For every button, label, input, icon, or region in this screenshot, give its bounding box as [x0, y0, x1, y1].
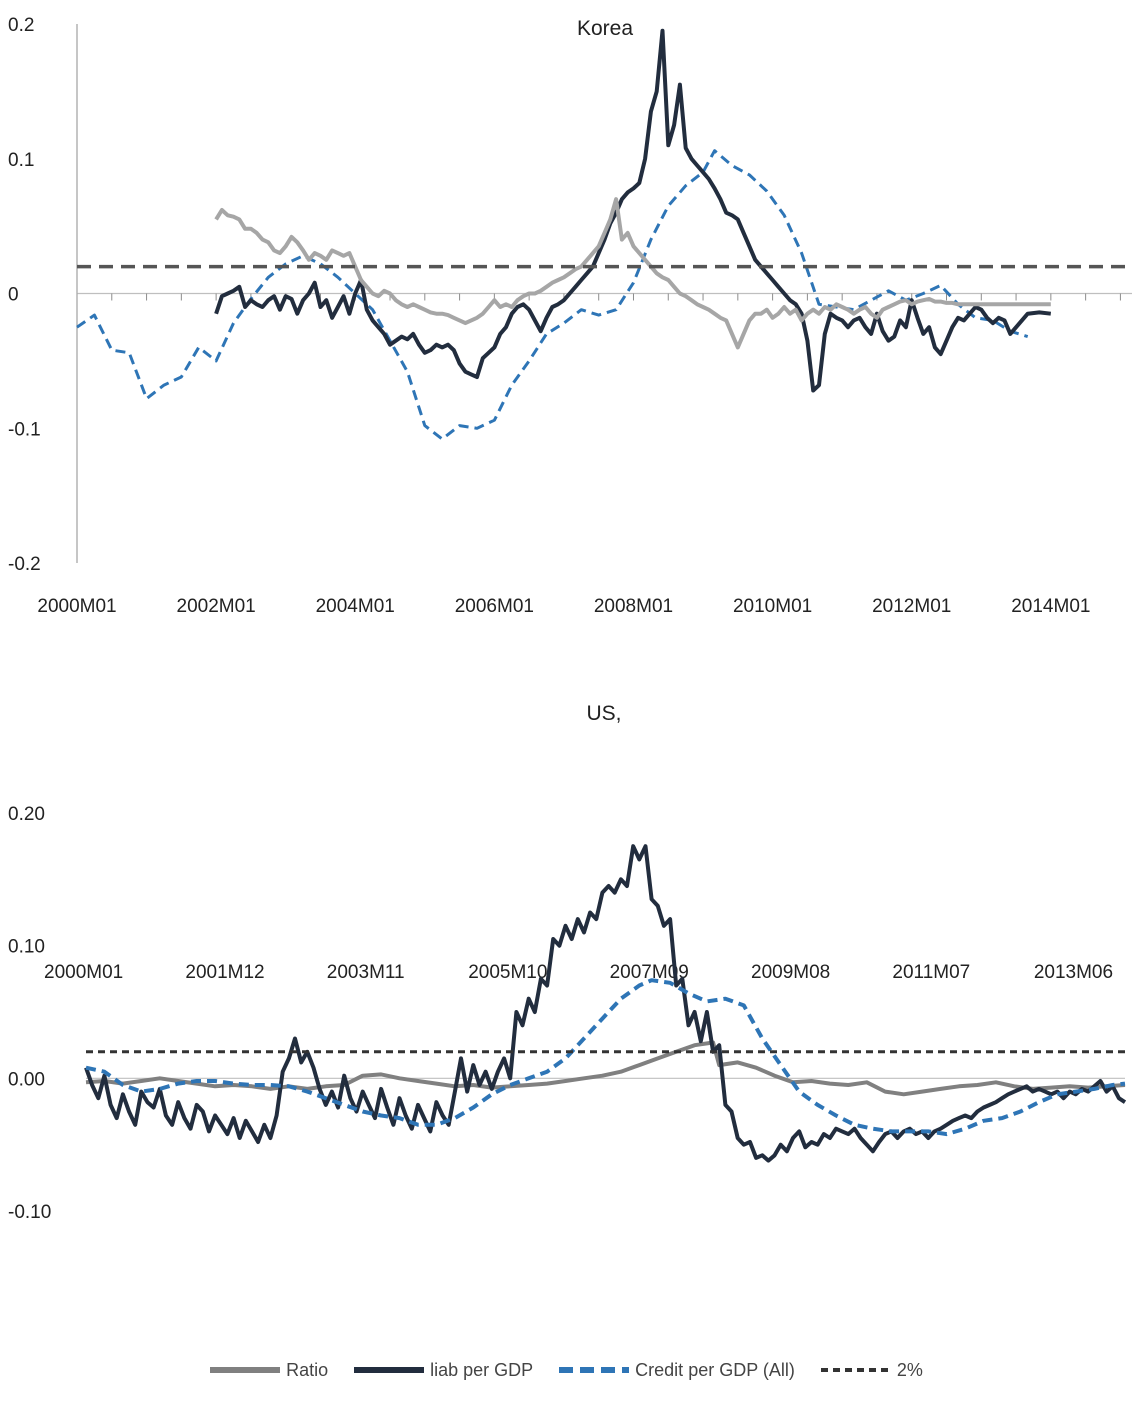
legend-item-credit-per-gdp: Credit per GDP (All): [559, 1360, 795, 1381]
x-tick-label: 2000M01: [37, 596, 116, 617]
us-chart: US, 0.20 0.10 0.00 -0.10 2000M01 2001M12 2003M1…: [8, 702, 1127, 1223]
x-tick-label: 2014M01: [1011, 596, 1090, 617]
y-tick-label: 0: [8, 285, 19, 306]
x-tick-label: 2000M01: [44, 962, 123, 983]
series-line-ratio: [214, 197, 1051, 350]
legend-label-credit-per-gdp: Credit per GDP (All): [635, 1359, 795, 1380]
series-line-liab-per-gdp: [214, 28, 1052, 393]
y-tick-label: -0.10: [8, 1202, 51, 1223]
y-tick-label: 0.1: [8, 150, 34, 171]
y-tick-label: -0.2: [8, 554, 41, 575]
legend-item-ratio: Ratio: [210, 1360, 328, 1381]
y-tick-label: 0.20: [8, 804, 45, 825]
x-tick-label: 2006M01: [455, 596, 534, 617]
x-tick-label: 2011M07: [892, 962, 970, 983]
x-tick-label: 2009M08: [751, 962, 830, 983]
x-tick-label: 2007M09: [610, 962, 689, 983]
legend-item-2pct: 2%: [820, 1359, 923, 1381]
x-tick-label: 2012M01: [872, 596, 951, 617]
chart-title: Korea: [577, 17, 633, 40]
legend-item-liab-per-gdp: liab per GDP: [354, 1360, 533, 1381]
series-line-ratio: [85, 1040, 1126, 1097]
series-line-liab-per-gdp: [84, 844, 1127, 1163]
x-tick-label: 2003M11: [327, 962, 405, 983]
y-tick-label: 0.2: [8, 15, 34, 36]
x-tick-label: 2010M01: [733, 596, 812, 617]
legend: Ratio liab per GDP Credit per GDP (All) …: [0, 1350, 1133, 1390]
x-tick-label: 2008M01: [594, 596, 673, 617]
legend-label-ratio: Ratio: [286, 1359, 329, 1380]
korea-chart: Korea 0.2 0.1 0 -0.1 -0.2 2000M01 2002M01 2004M0…: [8, 15, 1132, 617]
x-tick-label: 2013M06: [1034, 962, 1113, 983]
y-tick-label: 0.10: [8, 937, 45, 958]
series-line-credit-per-gdp-all: [76, 149, 1029, 441]
legend-swatch-liab-per-gdp: [354, 1367, 425, 1373]
legend-label-liab-per-gdp: liab per GDP: [430, 1359, 534, 1380]
x-tick-label: 2005M10: [468, 962, 547, 983]
legend-swatch-credit-per-gdp: [559, 1367, 630, 1373]
legend-swatch-2pct: [820, 1368, 891, 1372]
y-tick-label: -0.1: [8, 419, 41, 440]
series-line-credit-per-gdp-all: [85, 978, 1126, 1137]
chart-title: US,: [586, 702, 621, 725]
x-tick-label: 2001M12: [185, 962, 264, 983]
legend-label-2pct: 2%: [896, 1359, 923, 1380]
y-tick-label: 0.00: [8, 1069, 45, 1090]
legend-swatch-ratio: [210, 1367, 281, 1373]
x-tick-label: 2004M01: [316, 596, 395, 617]
x-tick-label: 2002M01: [177, 596, 256, 617]
